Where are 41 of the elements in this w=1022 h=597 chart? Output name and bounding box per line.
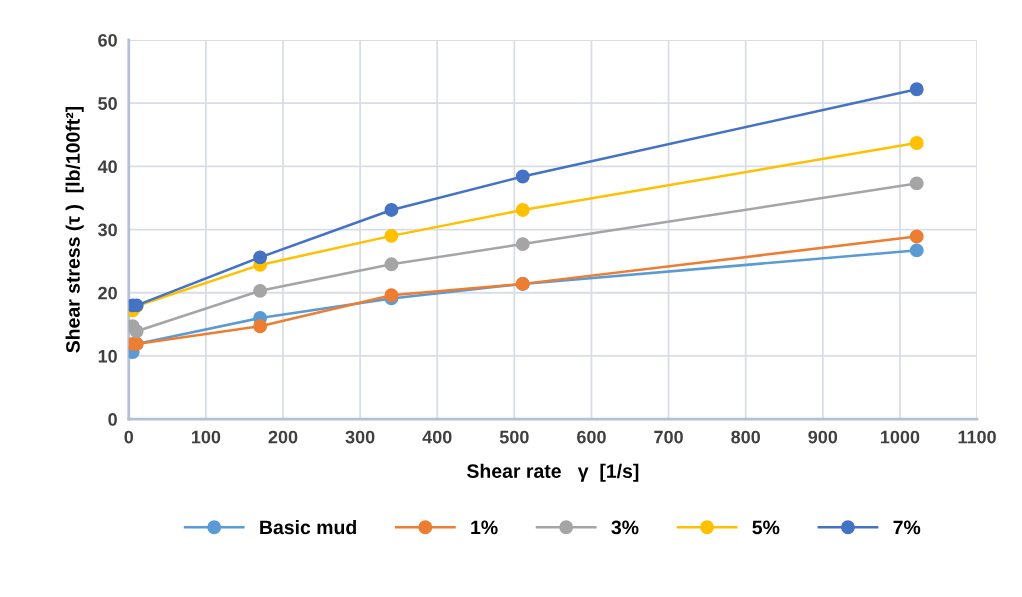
y-tick-label: 10 (98, 349, 117, 363)
point (909, 82, 924, 97)
point (253, 250, 268, 265)
y-tick-label: 30 (97, 223, 117, 237)
point (515, 237, 530, 252)
point (384, 203, 399, 217)
point (384, 228, 399, 243)
x-tick-label: 500 (499, 430, 529, 444)
x-tick-label: 600 (577, 430, 606, 444)
x-axis-title: Shear rate γ [1/s] (467, 463, 639, 482)
x-tick-label: 1000 (880, 430, 920, 444)
point (909, 176, 924, 191)
x-tick-label: 100 (191, 430, 221, 444)
x-tick-label: 400 (422, 430, 452, 444)
x-tick-label: 200 (268, 430, 298, 444)
y-tick-label: 60 (98, 33, 117, 47)
point (253, 319, 268, 334)
y-tick-label: 0 (108, 413, 117, 426)
y-tick-label: 50 (98, 97, 117, 110)
x-tick-label: 800 (731, 430, 761, 444)
point (909, 136, 924, 150)
y-tick-label: 40 (97, 160, 117, 174)
legend-label: 1% (471, 520, 498, 535)
x-tick-label: 700 (654, 430, 683, 444)
x-tick-label: 900 (808, 430, 838, 444)
x-tick-label: 1100 (958, 430, 996, 444)
point (909, 229, 924, 244)
point (515, 203, 530, 217)
point (515, 169, 530, 184)
legend-label: 3% (611, 520, 639, 535)
point (909, 243, 924, 258)
point (253, 283, 268, 298)
legend-label: 7% (893, 520, 921, 535)
y-axis-title: Shear stress (τ ) [lb/100ft²] (65, 106, 84, 353)
y-tick-label: 20 (98, 286, 117, 300)
point (129, 324, 144, 339)
x-tick-label: 300 (345, 430, 375, 444)
point (384, 257, 399, 272)
x-tick-label: 0 (124, 430, 134, 444)
legend-label: 5% (752, 520, 780, 535)
legend-label: Basic mud (260, 519, 356, 535)
